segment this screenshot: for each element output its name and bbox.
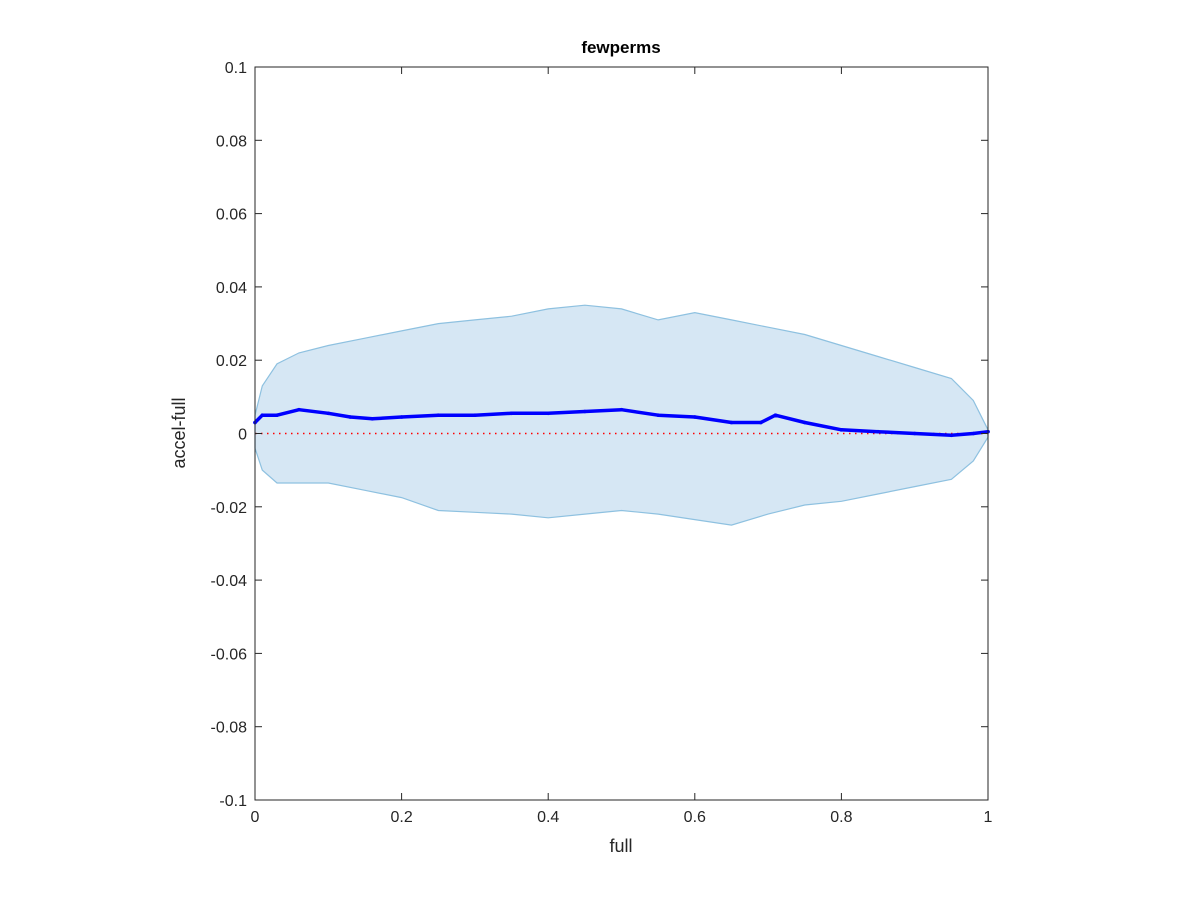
y-tick-label: -0.02: [211, 500, 248, 517]
x-tick-label: 1: [984, 809, 993, 826]
series-point: [912, 431, 917, 436]
y-axis-label: accel-full: [169, 397, 189, 468]
series-point: [260, 413, 265, 417]
x-tick-label: 0.8: [830, 809, 852, 826]
series-point: [802, 420, 807, 425]
series-point: [473, 413, 477, 417]
series-line: [253, 407, 990, 438]
series-point: [348, 415, 353, 419]
series-point: [876, 429, 880, 434]
series-point: [275, 413, 279, 417]
x-tick-label: 0.2: [390, 809, 412, 826]
series-point: [583, 409, 587, 414]
y-tick-label: 0.04: [216, 280, 247, 297]
y-tick-label: 0.06: [216, 207, 247, 224]
series-point: [297, 407, 301, 412]
series-point: [326, 411, 331, 416]
series-point: [370, 417, 375, 421]
plot-area: [253, 304, 990, 526]
series-point: [971, 431, 976, 436]
series-point: [758, 420, 763, 425]
x-tick-label: 0.6: [684, 809, 706, 826]
ticks: 0 0.2 0.4 0.6 0.8 1 -0.1 -0.08 -0.06 -0.04 -0.02 0 0…: [211, 60, 993, 826]
y-tick-label: 0.02: [216, 353, 247, 370]
y-tick-label: -0.1: [219, 793, 247, 810]
series-point: [619, 407, 624, 412]
chart-title: fewperms: [581, 38, 660, 57]
x-tick-label: 0: [251, 809, 260, 826]
series-point: [546, 411, 550, 416]
series-point: [399, 415, 404, 419]
x-tick-label: 0.4: [537, 809, 559, 826]
series-point: [773, 413, 778, 417]
y-tick-label: -0.04: [211, 573, 248, 590]
series-point: [436, 413, 441, 417]
y-tick-label: 0.08: [216, 133, 247, 150]
y-tick-label: 0.1: [225, 60, 247, 77]
series-point: [693, 415, 697, 419]
series-point: [839, 428, 844, 432]
series-point: [949, 433, 954, 438]
series-point: [509, 411, 514, 416]
y-tick-label: -0.06: [211, 646, 248, 663]
y-tick-label: -0.08: [211, 720, 248, 737]
x-axis-label: full: [609, 836, 632, 856]
confidence-band: [254, 304, 989, 526]
y-tick-label: 0: [238, 427, 247, 444]
series-point: [729, 420, 734, 425]
series-point: [656, 413, 660, 417]
